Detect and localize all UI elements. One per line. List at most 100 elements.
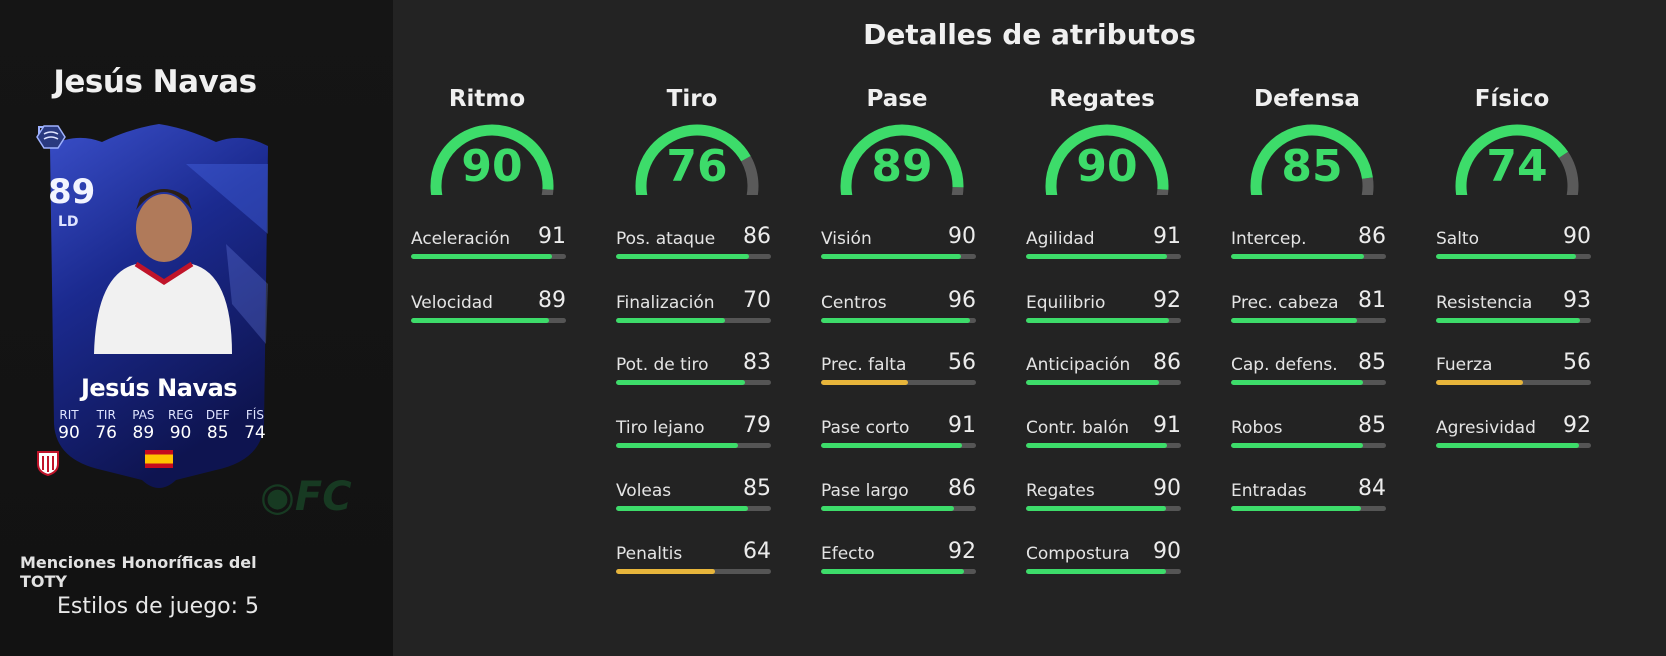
sub-attribute[interactable]: Velocidad 89 xyxy=(411,288,566,323)
sub-attribute[interactable]: Aceleración 91 xyxy=(411,224,566,259)
player-card[interactable]: 89 LD Jesús Navas RIT 90 TIR 76 PAS 89 REG 9… xyxy=(36,124,282,496)
sub-attribute[interactable]: Equilibrio 92 xyxy=(1026,288,1181,323)
sub-attribute-bar xyxy=(1026,254,1181,259)
attribute-column: Físico 74 Salto 90 Resistencia 93 Fuerza 56 Agre… xyxy=(1436,86,1596,448)
playstyles-count[interactable]: Estilos de juego: 5 xyxy=(57,594,260,619)
sub-attribute-value: 90 xyxy=(1563,224,1591,249)
sub-attribute-value: 70 xyxy=(743,288,771,313)
sub-attribute[interactable]: Efecto 92 xyxy=(821,539,976,574)
sub-attribute-label: Velocidad xyxy=(411,293,493,313)
card-stat-value: 89 xyxy=(132,423,155,443)
sub-attribute[interactable]: Tiro lejano 79 xyxy=(616,413,771,448)
attribute-category-name: Tiro xyxy=(666,86,718,112)
attribute-category-value: 89 xyxy=(871,141,933,192)
sub-attribute[interactable]: Pos. ataque 86 xyxy=(616,224,771,259)
sub-attribute-value: 81 xyxy=(1358,288,1386,313)
sub-attribute-bar xyxy=(1231,443,1386,448)
attribute-column: Tiro 76 Pos. ataque 86 Finalización 70 Pot. de… xyxy=(616,86,776,574)
sub-attribute-bar xyxy=(411,318,566,323)
sub-attribute-bar-fill xyxy=(1231,254,1365,259)
gauge-track xyxy=(1156,188,1169,195)
sub-attribute-bar-fill xyxy=(616,318,725,323)
sub-attribute[interactable]: Resistencia 93 xyxy=(1436,288,1591,323)
sub-attribute-value: 84 xyxy=(1358,476,1386,501)
card-background xyxy=(50,124,268,488)
card-stat-label: TIR xyxy=(96,408,116,422)
sub-attribute[interactable]: Agilidad 91 xyxy=(1026,224,1181,259)
sub-attribute-bar xyxy=(1026,506,1181,511)
sub-attribute-label: Voleas xyxy=(616,481,672,501)
sub-attribute-bar-fill xyxy=(1231,443,1363,448)
gauge-track xyxy=(541,188,554,195)
sub-attribute[interactable]: Anticipación 86 xyxy=(1026,350,1181,385)
sevilla-crest-icon xyxy=(37,451,59,476)
sub-attribute[interactable]: Finalización 70 xyxy=(616,288,771,323)
sub-attribute[interactable]: Centros 96 xyxy=(821,288,976,323)
sub-attribute[interactable]: Contr. balón 91 xyxy=(1026,413,1181,448)
sub-attribute[interactable]: Entradas 84 xyxy=(1231,476,1386,511)
sub-attribute-bar-fill xyxy=(616,569,716,574)
attribute-category-name: Ritmo xyxy=(448,86,526,112)
sub-attribute[interactable]: Fuerza 56 xyxy=(1436,350,1591,385)
sub-attribute[interactable]: Robos 85 xyxy=(1231,413,1386,448)
fc-watermark-logo: ◉FC xyxy=(260,474,352,520)
sub-attribute[interactable]: Pase largo 86 xyxy=(821,476,976,511)
sub-attribute-value: 92 xyxy=(1153,288,1181,313)
sub-attribute[interactable]: Salto 90 xyxy=(1436,224,1591,259)
sub-attribute[interactable]: Voleas 85 xyxy=(616,476,771,511)
sub-attribute-value: 56 xyxy=(948,350,976,375)
gauge-arc xyxy=(1455,124,1579,195)
sub-attribute-value: 89 xyxy=(538,288,566,313)
sub-attribute[interactable]: Regates 90 xyxy=(1026,476,1181,511)
card-stat-value: 76 xyxy=(95,423,117,443)
sub-attribute-bar-fill xyxy=(1231,380,1363,385)
sub-attribute[interactable]: Prec. cabeza 81 xyxy=(1231,288,1386,323)
gauge-fill xyxy=(430,124,554,195)
card-stat-label: RIT xyxy=(59,408,79,422)
sub-attribute-label: Entradas xyxy=(1231,481,1307,501)
gauge-arc xyxy=(840,124,964,195)
sub-attribute-bar xyxy=(1436,318,1591,323)
attribute-category-name: Defensa xyxy=(1254,86,1360,112)
attribute-category-name: Regates xyxy=(1049,86,1155,112)
sub-attribute-bar-fill xyxy=(821,569,964,574)
attribute-category-value: 76 xyxy=(666,141,728,192)
sub-attribute-value: 56 xyxy=(1563,350,1591,375)
sub-attribute-label: Equilibrio xyxy=(1026,293,1106,313)
attribute-gauge: 90 xyxy=(1042,121,1172,195)
sub-attribute[interactable]: Pot. de tiro 83 xyxy=(616,350,771,385)
sub-attribute-value: 64 xyxy=(743,539,771,564)
sub-attribute[interactable]: Intercep. 86 xyxy=(1231,224,1386,259)
card-stat-label: REG xyxy=(167,408,194,422)
gauge-fill xyxy=(635,124,751,195)
sub-attribute-bar xyxy=(1026,380,1181,385)
sub-attribute[interactable]: Agresividad 92 xyxy=(1436,413,1591,448)
card-stat: FÍS 74 xyxy=(238,408,272,443)
sub-attribute[interactable]: Pase corto 91 xyxy=(821,413,976,448)
gauge-fill xyxy=(1455,124,1569,195)
card-stat-label: PAS xyxy=(132,408,155,422)
card-position: LD xyxy=(58,214,79,230)
sub-attribute-value: 86 xyxy=(1153,350,1181,375)
gauge-fill xyxy=(1250,124,1373,195)
sub-attribute[interactable]: Visión 90 xyxy=(821,224,976,259)
card-stat: TIR 76 xyxy=(89,408,123,443)
sub-attribute-bar xyxy=(616,318,771,323)
sub-attribute-value: 85 xyxy=(1358,350,1386,375)
sub-attribute-bar-fill xyxy=(821,318,970,323)
sub-attribute[interactable]: Compostura 90 xyxy=(1026,539,1181,574)
sub-attribute[interactable]: Cap. defens. 85 xyxy=(1231,350,1386,385)
sub-attribute-bar xyxy=(1026,443,1181,448)
sub-attribute[interactable]: Prec. falta 56 xyxy=(821,350,976,385)
attributes-title: Detalles de atributos xyxy=(863,18,1196,51)
sub-attribute-label: Aceleración xyxy=(411,229,510,249)
sub-attribute-bar xyxy=(1436,380,1591,385)
sub-attribute-bar-fill xyxy=(1026,318,1169,323)
sub-attribute-label: Pos. ataque xyxy=(616,229,716,249)
sub-attribute-bar-fill xyxy=(1026,380,1160,385)
attribute-gauge: 76 xyxy=(632,121,762,195)
sub-attribute-label: Regates xyxy=(1026,481,1095,501)
sub-attribute[interactable]: Penaltis 64 xyxy=(616,539,771,574)
gauge-arc xyxy=(1250,124,1374,195)
gauge-track xyxy=(740,156,759,195)
